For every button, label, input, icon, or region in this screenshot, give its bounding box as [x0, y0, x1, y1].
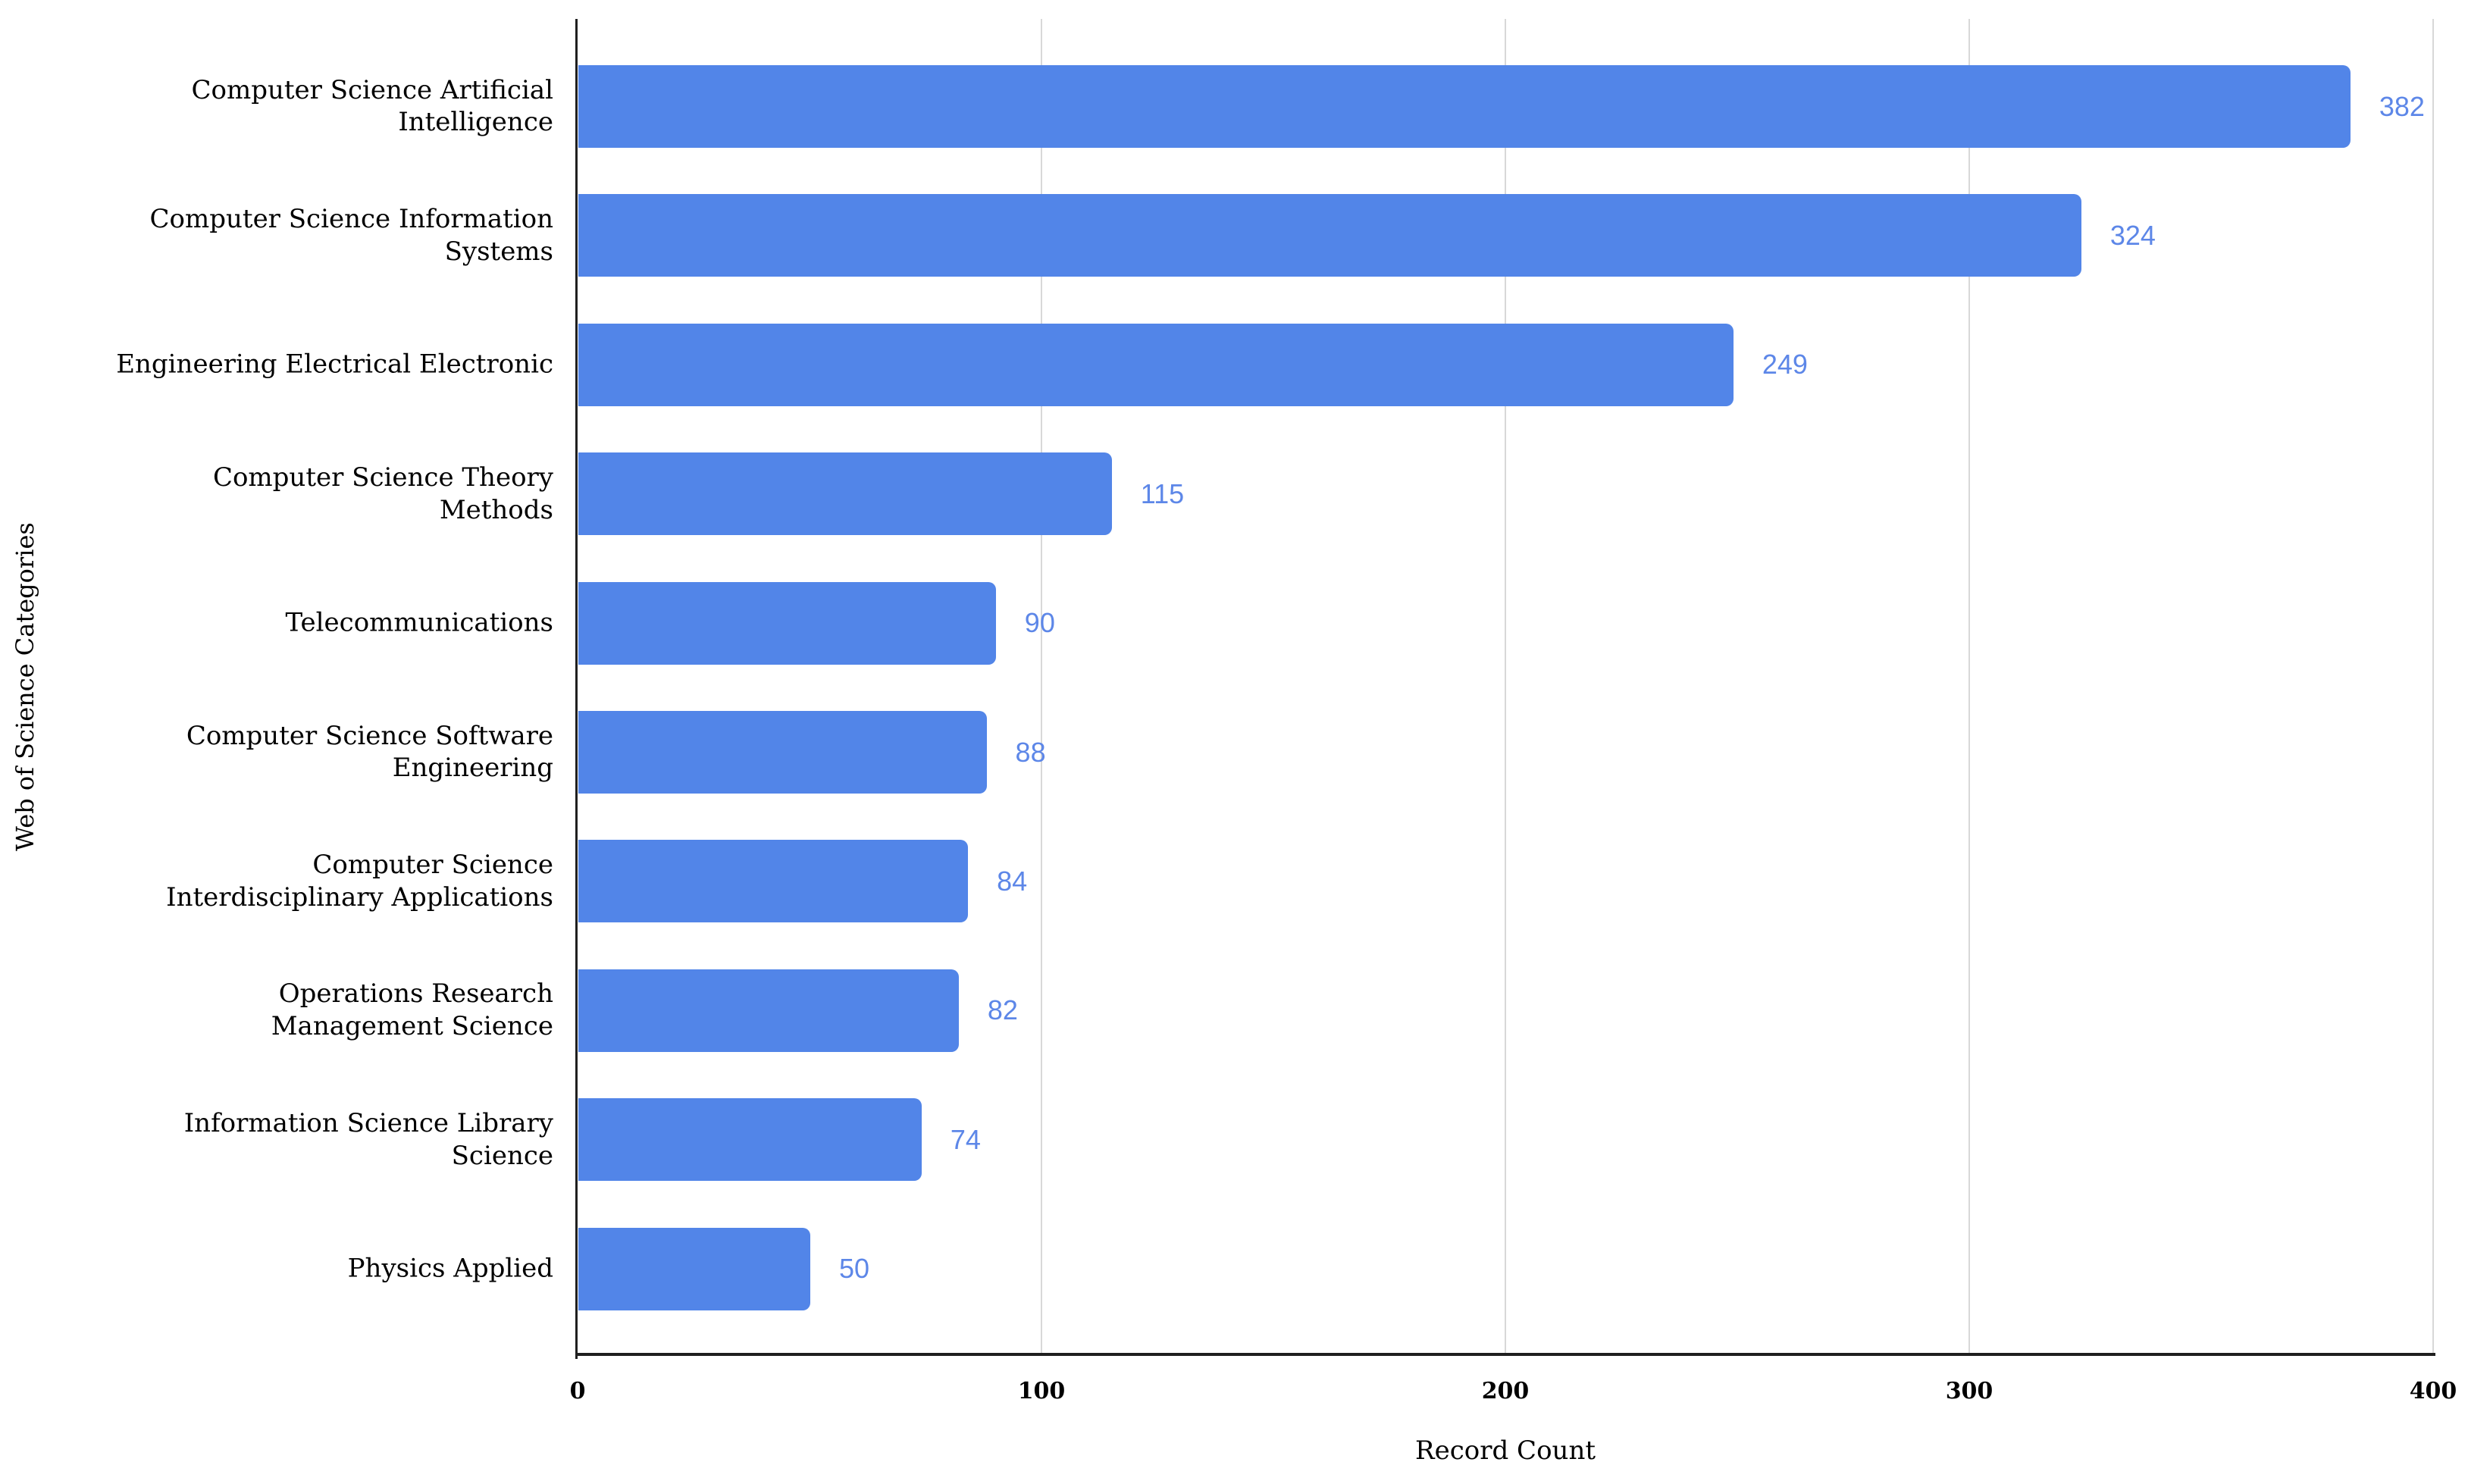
- category-label: Computer Science Theory Methods: [212, 462, 553, 525]
- bar[interactable]: [578, 65, 2351, 148]
- value-label: 74: [950, 1123, 981, 1155]
- x-tick-label: 0: [569, 1378, 586, 1404]
- bar[interactable]: [578, 581, 996, 665]
- gridline: [1505, 19, 1506, 1353]
- value-label: 84: [997, 865, 1028, 897]
- value-label: 82: [987, 994, 1018, 1026]
- x-tick-label: 400: [2409, 1378, 2457, 1404]
- bar[interactable]: [578, 452, 1112, 536]
- x-tick-label: 200: [1481, 1378, 1530, 1404]
- category-label: Telecommunications: [285, 607, 553, 638]
- value-label: 324: [2109, 219, 2156, 251]
- bar[interactable]: [578, 194, 2081, 277]
- bar[interactable]: [578, 969, 959, 1052]
- y-axis-title: Web of Science Categories: [11, 522, 39, 851]
- gridline: [1041, 19, 1042, 1353]
- gridline: [2432, 19, 2434, 1353]
- category-label: Physics Applied: [347, 1253, 553, 1284]
- category-label: Computer Science Interdisciplinary Appli…: [166, 850, 553, 913]
- x-axis-title: Record Count: [1415, 1435, 1596, 1466]
- bar[interactable]: [578, 1098, 922, 1182]
- category-label: Computer Science Artificial Intelligence: [191, 74, 553, 138]
- x-tick-label: 300: [1945, 1378, 1994, 1404]
- category-label: Computer Science Information Systems: [149, 204, 553, 267]
- bar[interactable]: [578, 1227, 810, 1310]
- value-label: 50: [839, 1253, 870, 1285]
- category-label: Information Science Library Science: [183, 1107, 553, 1171]
- x-tick-label: 100: [1017, 1378, 1066, 1404]
- value-label: 90: [1024, 607, 1055, 639]
- gridline: [1968, 19, 1970, 1353]
- category-label: Engineering Electrical Electronic: [116, 349, 553, 380]
- value-label: 88: [1015, 736, 1046, 768]
- bar[interactable]: [578, 840, 969, 923]
- category-label: Operations Research Management Science: [271, 978, 553, 1042]
- bar[interactable]: [578, 323, 1734, 406]
- x-axis-line: [575, 1353, 2435, 1356]
- bar[interactable]: [578, 711, 987, 794]
- value-label: 115: [1140, 477, 1185, 509]
- category-label: Computer Science Software Engineering: [186, 720, 553, 784]
- y-axis-line: [575, 19, 578, 1359]
- value-label: 382: [2379, 90, 2425, 122]
- value-label: 249: [1762, 349, 1808, 380]
